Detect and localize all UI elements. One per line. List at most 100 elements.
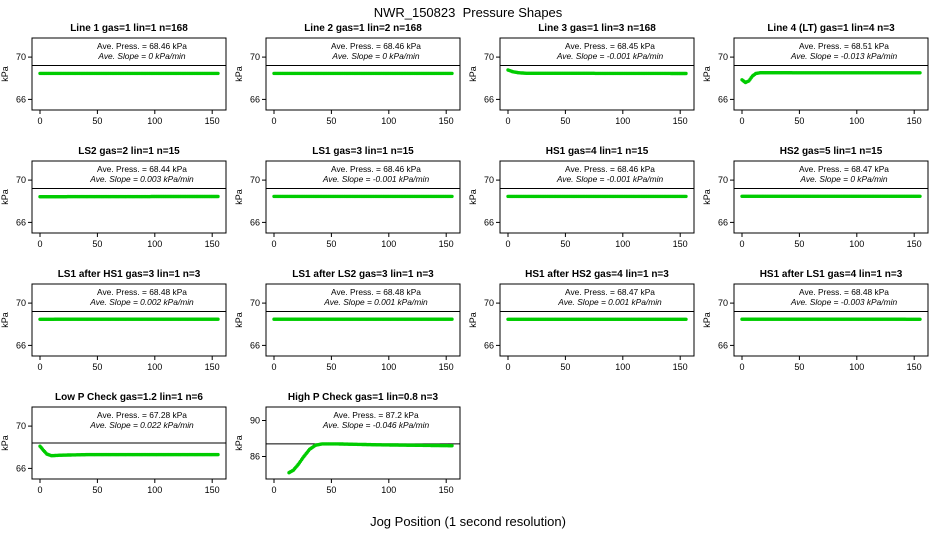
panel: LS2 gas=2 lin=1 n=15 0 50 100 150 66 70 kPa Ave…	[0, 145, 234, 267]
svg-text:100: 100	[381, 239, 396, 249]
svg-text:66: 66	[250, 340, 260, 350]
svg-text:150: 150	[907, 116, 922, 126]
plot-box	[733, 37, 929, 111]
plot-box	[265, 37, 461, 111]
x-axis-ticks: 0 50 100 150	[739, 233, 922, 249]
panel: LS1 gas=3 lin=1 n=15 0 50 100 150 66 70 kPa Ave…	[234, 145, 468, 267]
svg-text:50: 50	[326, 485, 336, 495]
plot: 0 50 100 150 66 70 kPa Ave. Press. = 68.48 kPaA…	[234, 283, 461, 372]
plot-box	[733, 160, 929, 234]
y-axis-unit-label: kPa	[0, 312, 10, 328]
data-series	[272, 71, 454, 76]
annotation-ave-press: Ave. Press. = 68.47 kPa	[565, 287, 655, 297]
svg-text:150: 150	[907, 239, 922, 249]
annotation-ave-slope: Ave. Slope = 0.022 kPa/min	[89, 420, 194, 430]
plot-box	[499, 283, 695, 357]
svg-text:70: 70	[718, 175, 728, 185]
y-axis-ticks: 66 70	[250, 298, 266, 350]
y-axis-unit-label: kPa	[468, 66, 478, 82]
svg-text:150: 150	[439, 239, 454, 249]
x-axis-ticks: 0 50 100 150	[37, 110, 220, 126]
panel-title: Line 1 gas=1 lin=1 n=168	[70, 23, 188, 34]
annotation-ave-press: Ave. Press. = 68.45 kPa	[565, 41, 655, 51]
data-series	[38, 71, 220, 76]
svg-text:0: 0	[739, 116, 744, 126]
panel: High P Check gas=1 lin=0.8 n=3 0 50 100 150…	[234, 391, 468, 513]
data-series	[38, 444, 220, 458]
y-axis-unit-label: kPa	[234, 66, 244, 82]
panel: Line 2 gas=1 lin=2 n=168 0 50 100 150 66 70 kP…	[234, 22, 468, 144]
svg-text:100: 100	[615, 116, 630, 126]
svg-text:66: 66	[16, 463, 26, 473]
svg-text:100: 100	[615, 239, 630, 249]
data-series	[38, 194, 220, 199]
svg-text:150: 150	[673, 362, 688, 372]
svg-text:100: 100	[381, 485, 396, 495]
panel-title: HS1 after LS1 gas=4 lin=1 n=3	[759, 269, 903, 280]
data-series	[506, 317, 688, 321]
y-axis-unit-label: kPa	[0, 435, 10, 451]
y-axis-unit-label: kPa	[468, 189, 478, 205]
annotation-ave-press: Ave. Press. = 68.46 kPa	[331, 41, 421, 51]
svg-text:150: 150	[673, 116, 688, 126]
annotation-ave-slope: Ave. Slope = -0.003 kPa/min	[790, 297, 898, 307]
annotation-ave-press: Ave. Press. = 68.44 kPa	[97, 164, 187, 174]
plot: 0 50 100 150 66 70 kPa Ave. Press. = 68.51 kPaA…	[702, 37, 929, 126]
panel: Line 1 gas=1 lin=1 n=168 0 50 100 150 66 70 kP…	[0, 22, 234, 144]
svg-text:150: 150	[439, 362, 454, 372]
plot-box	[265, 283, 461, 357]
svg-text:0: 0	[271, 362, 276, 372]
annotation-ave-press: Ave. Press. = 68.46 kPa	[565, 164, 655, 174]
data-series	[740, 71, 922, 85]
panel: HS1 after LS1 gas=4 lin=1 n=3 0 50 100 150 6…	[702, 268, 936, 390]
panel-title: Line 3 gas=1 lin=3 n=168	[538, 23, 656, 34]
plot: 0 50 100 150 66 70 kPa Ave. Press. = 68.46 kPaA…	[234, 160, 461, 249]
panel-title: LS1 after HS1 gas=3 lin=1 n=3	[57, 269, 201, 280]
svg-text:150: 150	[907, 362, 922, 372]
annotation-ave-press: Ave. Press. = 68.48 kPa	[799, 287, 889, 297]
svg-text:0: 0	[505, 116, 510, 126]
plot-box	[31, 283, 227, 357]
svg-text:70: 70	[484, 175, 494, 185]
svg-text:66: 66	[718, 94, 728, 104]
x-axis-ticks: 0 50 100 150	[37, 233, 220, 249]
x-axis-ticks: 0 50 100 150	[505, 233, 688, 249]
data-series	[38, 317, 220, 321]
annotation-ave-press: Ave. Press. = 68.46 kPa	[97, 41, 187, 51]
plot: 0 50 100 150 66 70 kPa Ave. Press. = 68.44 kPaA…	[0, 160, 227, 249]
svg-text:50: 50	[326, 362, 336, 372]
svg-text:70: 70	[16, 52, 26, 62]
annotation-ave-slope: Ave. Slope = -0.013 kPa/min	[790, 51, 898, 61]
y-axis-ticks: 66 70	[484, 298, 500, 350]
svg-text:90: 90	[250, 416, 260, 426]
svg-text:50: 50	[326, 239, 336, 249]
x-axis-ticks: 0 50 100 150	[37, 479, 220, 495]
y-axis-ticks: 66 70	[16, 421, 32, 473]
svg-text:100: 100	[147, 239, 162, 249]
plot: 0 50 100 150 66 70 kPa Ave. Press. = 68.46 kPaA…	[0, 37, 227, 126]
x-axis-ticks: 0 50 100 150	[271, 233, 454, 249]
panel-grid: Line 1 gas=1 lin=1 n=168 0 50 100 150 66 70 kP…	[0, 22, 936, 513]
annotation-ave-press: Ave. Press. = 67.28 kPa	[97, 410, 187, 420]
y-axis-ticks: 66 70	[484, 52, 500, 104]
x-axis-ticks: 0 50 100 150	[271, 356, 454, 372]
svg-text:66: 66	[16, 217, 26, 227]
plot: 0 50 100 150 66 70 kPa Ave. Press. = 68.47 kPaA…	[702, 160, 929, 249]
annotation-ave-slope: Ave. Slope = -0.001 kPa/min	[322, 174, 430, 184]
svg-text:50: 50	[794, 362, 804, 372]
plot: 0 50 100 150 66 70 kPa Ave. Press. = 68.46 kPaA…	[234, 37, 461, 126]
panel: LS1 after HS1 gas=3 lin=1 n=3 0 50 100 150 6…	[0, 268, 234, 390]
svg-text:50: 50	[794, 116, 804, 126]
panel-title: LS1 gas=3 lin=1 n=15	[312, 146, 414, 157]
annotation-ave-press: Ave. Press. = 68.48 kPa	[97, 287, 187, 297]
svg-text:0: 0	[739, 362, 744, 372]
plot: 0 50 100 150 66 70 kPa Ave. Press. = 68.46 kPaA…	[468, 160, 695, 249]
panel-title: Line 2 gas=1 lin=2 n=168	[304, 23, 422, 34]
y-axis-unit-label: kPa	[702, 66, 712, 82]
data-series	[740, 317, 922, 321]
svg-text:70: 70	[484, 298, 494, 308]
annotation-ave-slope: Ave. Slope = 0 kPa/min	[799, 174, 887, 184]
data-series	[506, 194, 688, 199]
svg-text:0: 0	[739, 239, 744, 249]
